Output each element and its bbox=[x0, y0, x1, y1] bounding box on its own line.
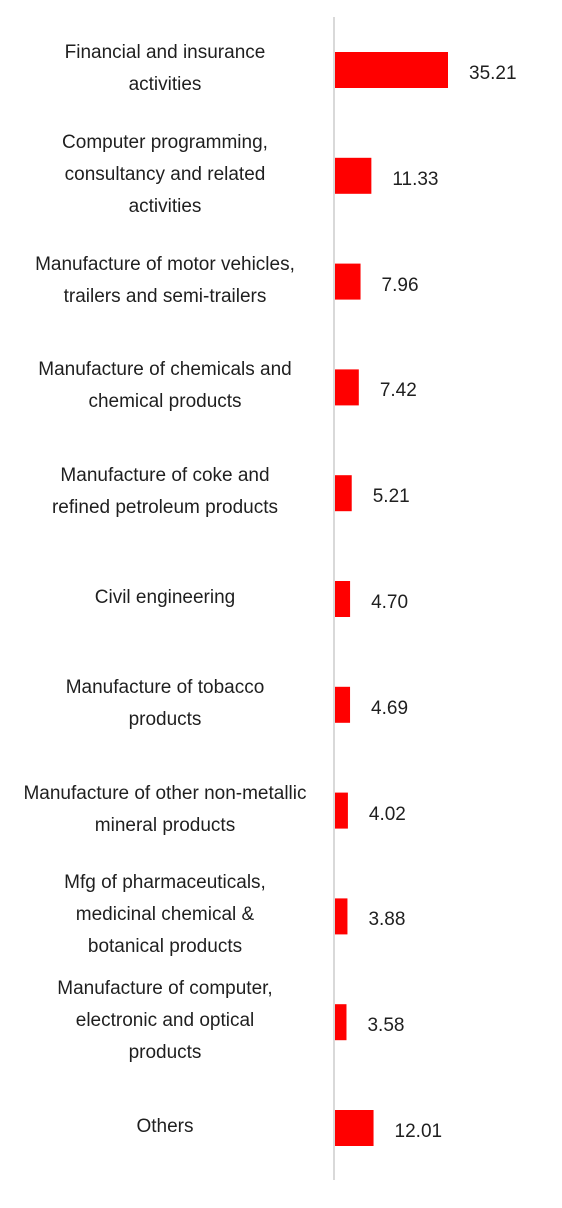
value-label: 3.88 bbox=[368, 909, 406, 931]
category-label: Financial and insurance activities bbox=[64, 42, 266, 95]
category-label: Manufacture of motor vehicles, trailers … bbox=[35, 253, 295, 307]
category-label: Manufacture of other non-metallic minera… bbox=[23, 782, 307, 836]
bar bbox=[335, 1004, 347, 1041]
bar bbox=[335, 475, 352, 512]
value-label: 35.21 bbox=[469, 63, 517, 84]
value-label: 7.42 bbox=[379, 380, 417, 402]
value-label: 3.58 bbox=[367, 1015, 405, 1037]
category-label: Others bbox=[136, 1116, 194, 1137]
bar bbox=[335, 792, 348, 829]
bar bbox=[335, 52, 448, 88]
bar bbox=[335, 1110, 374, 1146]
category-label: Civil engineering bbox=[94, 587, 236, 608]
bar bbox=[335, 581, 351, 617]
category-label: Mfg of pharmaceuticals, medicinal chemica… bbox=[64, 872, 266, 958]
value-label: 4.69 bbox=[371, 697, 409, 719]
category-label: Computer programming, consultancy and rel… bbox=[62, 131, 268, 217]
category-label: Manufacture of chemicals and chemical pro… bbox=[38, 359, 292, 413]
category-label: Manufacture of computer, electronic and o… bbox=[57, 978, 273, 1064]
category-label: Manufacture of tobacco products bbox=[65, 676, 265, 730]
value-label: 4.02 bbox=[368, 803, 406, 825]
bar bbox=[335, 686, 351, 723]
value-label: 4.70 bbox=[371, 592, 409, 613]
category-label: Manufacture of coke and refined petroleum… bbox=[51, 465, 278, 519]
bar bbox=[335, 263, 361, 300]
value-label: 12.01 bbox=[394, 1121, 443, 1142]
value-label: 11.33 bbox=[392, 168, 439, 190]
value-label: 7.96 bbox=[381, 274, 419, 296]
value-label: 5.21 bbox=[372, 486, 410, 508]
bar bbox=[335, 157, 372, 194]
bar bbox=[335, 369, 359, 406]
bar bbox=[335, 898, 348, 935]
